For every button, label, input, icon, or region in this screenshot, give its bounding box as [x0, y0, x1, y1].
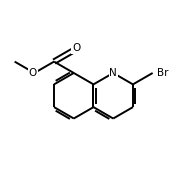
- Text: O: O: [29, 68, 37, 78]
- Text: O: O: [72, 43, 81, 53]
- Text: Br: Br: [157, 68, 169, 78]
- Text: N: N: [109, 68, 117, 78]
